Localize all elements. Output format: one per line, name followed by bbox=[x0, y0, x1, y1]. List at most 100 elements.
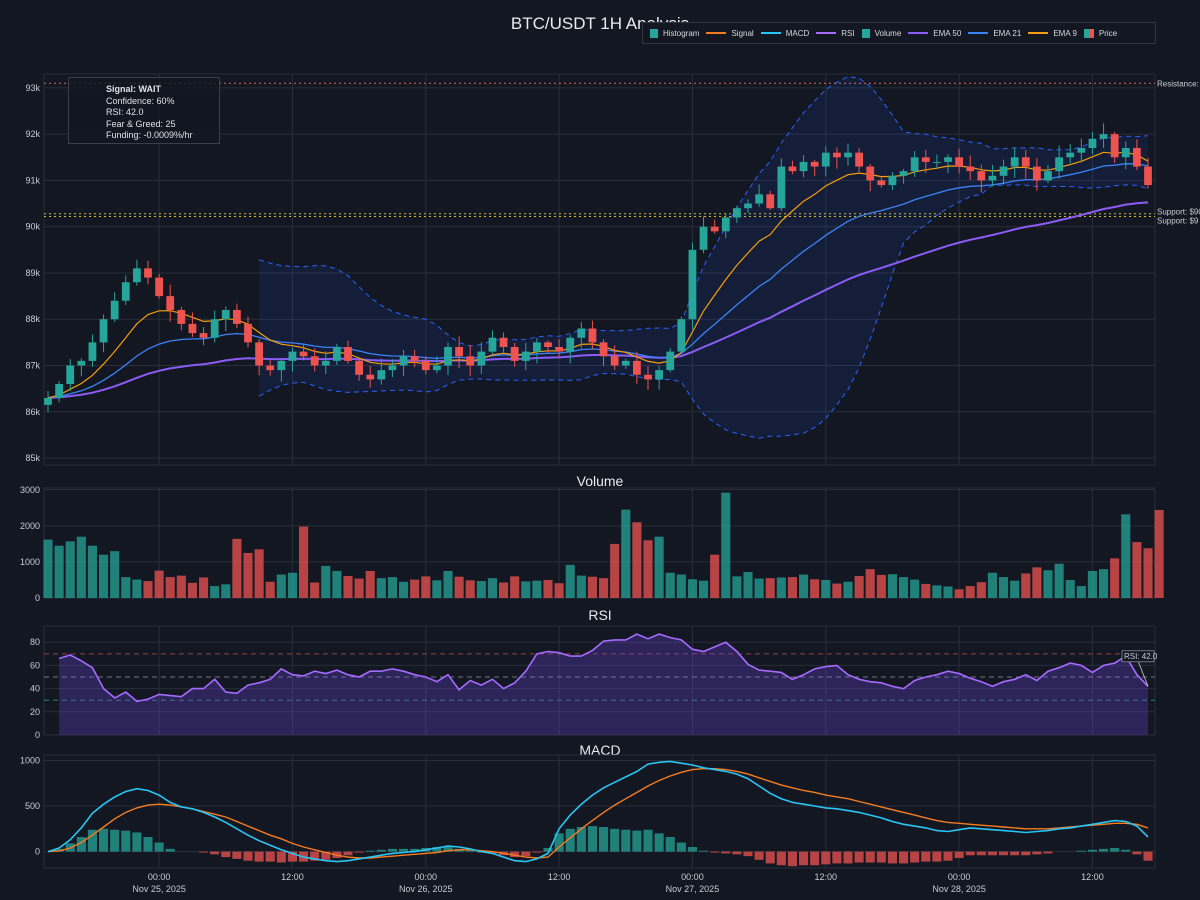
candle-body bbox=[799, 161, 808, 172]
volume-bar bbox=[565, 564, 575, 598]
candle-body bbox=[444, 347, 452, 366]
rsi-area bbox=[59, 634, 1149, 735]
candle-body bbox=[599, 342, 608, 357]
macd-histogram-bar bbox=[343, 851, 353, 856]
legend-item[interactable]: MACD bbox=[760, 29, 809, 38]
legend-item[interactable]: Volume bbox=[861, 28, 901, 38]
price-y-tick-label: 91k bbox=[25, 175, 40, 185]
macd-histogram-bar bbox=[387, 848, 397, 852]
candle-body bbox=[1044, 171, 1052, 181]
volume-bar bbox=[921, 583, 931, 598]
x-tick-date-label: Nov 25, 2025 bbox=[132, 884, 186, 894]
candle-body bbox=[77, 360, 86, 366]
volume-bar bbox=[454, 576, 464, 598]
legend-label: RSI bbox=[841, 28, 855, 38]
legend-label: EMA 9 bbox=[1053, 28, 1077, 38]
macd-histogram-bar bbox=[676, 842, 686, 852]
macd-histogram-bar bbox=[754, 851, 764, 860]
macd-histogram-bar bbox=[610, 828, 620, 852]
macd-histogram-bar bbox=[443, 847, 453, 852]
chart-legend[interactable]: Histogram Signal MACD RSI Volume EMA 50 EMA 21… bbox=[642, 22, 1156, 44]
volume-bar bbox=[610, 543, 620, 598]
candle-body bbox=[144, 268, 152, 278]
macd-histogram-bar bbox=[321, 851, 331, 860]
candle-body bbox=[655, 370, 663, 380]
macd-histogram-bar bbox=[99, 828, 109, 852]
volume-bar bbox=[87, 545, 97, 598]
legend-item[interactable]: Signal bbox=[706, 29, 754, 38]
macd-y-tick-label: 1000 bbox=[20, 755, 40, 765]
macd-histogram-bar bbox=[76, 837, 86, 852]
x-tick-date-label: Nov 26, 2025 bbox=[399, 884, 453, 894]
volume-bar bbox=[332, 570, 342, 598]
candle-body bbox=[710, 226, 719, 232]
panel-frame-price bbox=[43, 73, 1156, 466]
volume-bar bbox=[776, 577, 786, 598]
volume-bar bbox=[899, 577, 909, 598]
x-tick-label: 00:00 bbox=[948, 872, 971, 882]
volume-bar bbox=[199, 577, 209, 598]
rsi-y-tick-label: 20 bbox=[30, 707, 40, 717]
panel-frame-macd bbox=[43, 754, 1156, 869]
candle-body bbox=[266, 365, 275, 371]
macd-histogram-bar bbox=[721, 851, 731, 854]
macd-histogram-bar bbox=[899, 851, 909, 864]
x-tick-date-label: Nov 28, 2025 bbox=[932, 884, 986, 894]
rsi-annotation-box bbox=[1121, 650, 1155, 663]
volume-bar bbox=[343, 576, 353, 598]
candle-body bbox=[1055, 157, 1063, 172]
volume-bar bbox=[665, 572, 675, 598]
macd-histogram-bar bbox=[732, 851, 742, 855]
candle-body bbox=[755, 194, 763, 204]
macd-histogram-bar bbox=[265, 851, 275, 862]
legend-item[interactable]: EMA 50 bbox=[908, 29, 961, 38]
legend-item[interactable]: Histogram bbox=[650, 28, 699, 38]
support-label: Support: $90 bbox=[1157, 208, 1200, 217]
volume-bar bbox=[954, 589, 964, 598]
volume-bar bbox=[643, 540, 653, 598]
candle-body bbox=[388, 365, 397, 371]
macd-histogram-bar bbox=[1076, 850, 1086, 852]
legend-label: EMA 50 bbox=[933, 28, 962, 38]
legend-item[interactable]: EMA 9 bbox=[1028, 29, 1077, 38]
volume-bar bbox=[810, 579, 820, 598]
rsi-y-tick-label: 60 bbox=[30, 660, 40, 670]
macd-histogram-bar bbox=[465, 850, 475, 852]
resistance-label: Resistance: bbox=[1157, 79, 1199, 88]
macd-histogram-bar bbox=[243, 851, 253, 861]
legend-item[interactable]: Price bbox=[1083, 28, 1117, 38]
volume-bar bbox=[321, 565, 331, 598]
volume-bar bbox=[787, 577, 797, 598]
macd-histogram-bar bbox=[565, 828, 575, 852]
macd-y-tick-label: 500 bbox=[25, 801, 40, 811]
volume-bar bbox=[932, 585, 942, 598]
macd-histogram-bar bbox=[543, 847, 553, 852]
volume-y-tick-label: 2000 bbox=[20, 521, 40, 531]
candle-body bbox=[621, 360, 630, 366]
volume-bar bbox=[532, 580, 542, 598]
volume-bar bbox=[1121, 514, 1131, 598]
legend-item[interactable]: EMA 21 bbox=[968, 29, 1021, 38]
volume-bar bbox=[743, 572, 753, 598]
macd-histogram-bar bbox=[432, 847, 442, 852]
macd-histogram-bar bbox=[276, 851, 286, 863]
volume-bar bbox=[432, 580, 442, 598]
candle-body bbox=[544, 342, 552, 348]
volume-bar bbox=[1087, 570, 1097, 598]
macd-histogram-bar bbox=[987, 851, 997, 856]
x-tick-label: 12:00 bbox=[548, 872, 571, 882]
signal-info-box: Signal: WAIT Confidence: 60% RSI: 42.0 F… bbox=[68, 77, 220, 144]
x-tick-label: 12:00 bbox=[1081, 872, 1104, 882]
candle-body bbox=[1077, 148, 1086, 153]
macd-line bbox=[47, 760, 1149, 863]
macd-histogram-bar bbox=[787, 851, 797, 867]
volume-bar bbox=[210, 586, 220, 598]
candle-body bbox=[188, 323, 197, 334]
volume-bar bbox=[243, 552, 253, 598]
signal-fear-greed: Fear & Greed: 25 bbox=[106, 118, 176, 129]
candle-body bbox=[199, 333, 208, 338]
legend-item[interactable]: RSI bbox=[816, 28, 855, 38]
macd-histogram-bar bbox=[999, 851, 1009, 856]
volume-bar bbox=[887, 574, 897, 598]
candle-body bbox=[244, 323, 252, 343]
